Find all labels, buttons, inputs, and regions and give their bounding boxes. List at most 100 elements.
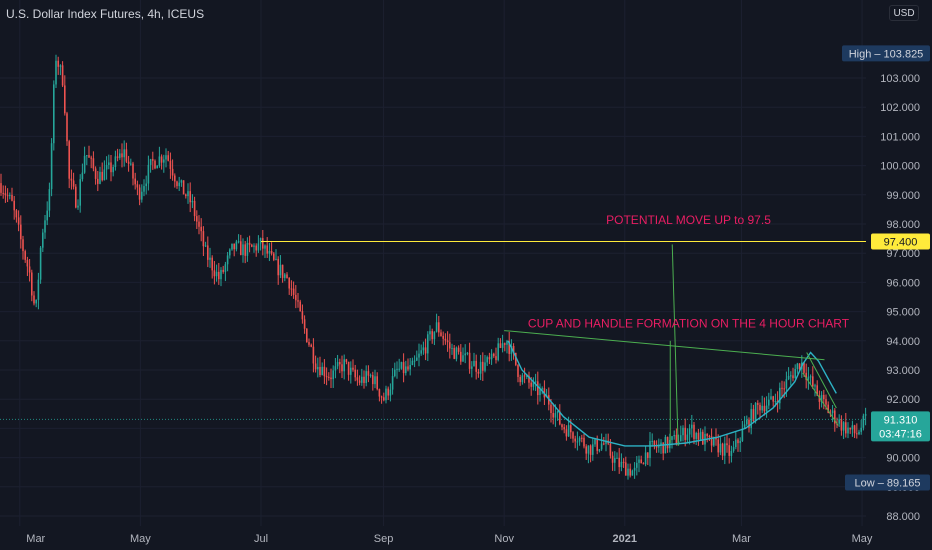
candle-body xyxy=(783,388,785,390)
candle-body xyxy=(405,366,407,374)
candle-body xyxy=(812,376,814,387)
candle-body xyxy=(336,362,339,367)
candle-body xyxy=(215,271,218,277)
candle-body xyxy=(273,253,275,260)
candle-body xyxy=(594,439,596,445)
y-tick-label: 92.000 xyxy=(886,394,920,406)
candle-body xyxy=(46,210,48,221)
candle-body xyxy=(229,249,231,256)
candle-body xyxy=(596,439,598,451)
candle-body xyxy=(31,272,33,296)
candle-body xyxy=(809,376,812,378)
candle-body xyxy=(532,381,535,387)
time-axis[interactable]: Mar May Jul Sep Nov 2021 Mar May xyxy=(26,533,873,545)
candle-body xyxy=(266,245,268,254)
candle-body xyxy=(251,244,253,247)
candle-body xyxy=(686,434,689,440)
candle-body xyxy=(165,155,167,160)
candle-body xyxy=(556,411,559,414)
candle-body xyxy=(341,364,343,372)
candle-body xyxy=(198,221,200,227)
candle-body xyxy=(578,437,581,442)
candle-body xyxy=(570,425,572,433)
candle-body xyxy=(94,168,97,179)
candle-body xyxy=(653,440,656,446)
candle-body xyxy=(37,279,40,300)
candle-body xyxy=(363,376,365,384)
candle-body xyxy=(622,461,625,463)
candle-body xyxy=(147,164,150,184)
candle-body xyxy=(512,346,515,353)
candle-body xyxy=(246,242,249,256)
candle-body xyxy=(284,274,286,278)
candle-body xyxy=(378,389,381,397)
candle-body xyxy=(508,341,510,354)
candle-body xyxy=(724,443,726,456)
candle-body xyxy=(376,376,378,390)
candle-body xyxy=(55,60,57,85)
candle-body xyxy=(482,361,484,371)
low-tag-box xyxy=(845,474,930,491)
currency-button[interactable]: USD xyxy=(889,5,919,21)
candle-body xyxy=(429,331,431,335)
candle-body xyxy=(721,443,724,456)
candle-body xyxy=(552,413,554,418)
candle-body xyxy=(292,288,295,295)
candle-body xyxy=(735,439,737,448)
candle-body xyxy=(204,245,207,247)
candle-body xyxy=(290,288,293,290)
candle-body xyxy=(297,300,299,302)
candle-body xyxy=(820,394,823,402)
candle-body xyxy=(105,164,108,170)
candle-body xyxy=(334,366,337,371)
candle-body xyxy=(303,319,306,329)
candle-body xyxy=(781,387,783,389)
candle-body xyxy=(394,369,396,377)
candle-body xyxy=(603,443,605,445)
candle-body xyxy=(167,155,169,161)
candle-body xyxy=(83,155,86,173)
candle-body xyxy=(149,159,152,165)
candle-body xyxy=(561,424,563,428)
candle-body xyxy=(180,180,183,183)
candle-body xyxy=(515,352,517,365)
candle-body xyxy=(343,359,345,372)
candle-body xyxy=(81,172,84,180)
candle-body xyxy=(119,153,121,158)
candle-body xyxy=(321,366,323,376)
candle-body xyxy=(523,375,526,377)
y-tick-label: 102.000 xyxy=(880,102,920,114)
candle-body xyxy=(345,359,348,362)
candle-body xyxy=(275,258,277,260)
candle-body xyxy=(121,153,123,158)
candle-body xyxy=(24,251,26,260)
candle-body xyxy=(477,371,480,374)
candle-body xyxy=(856,433,858,435)
candle-body xyxy=(160,156,163,163)
candle-body xyxy=(409,364,411,370)
candle-body xyxy=(825,399,827,405)
candle-body xyxy=(541,388,543,390)
candle-body xyxy=(435,322,438,332)
candle-body xyxy=(200,226,202,232)
y-tick-label: 95.000 xyxy=(886,307,920,319)
candle-body xyxy=(748,419,750,428)
x-tick-label: Jul xyxy=(254,533,268,545)
y-tick-label: 93.000 xyxy=(886,365,920,377)
candle-body xyxy=(268,250,271,254)
candle-body xyxy=(301,311,304,320)
candle-body xyxy=(697,432,700,440)
candle-body xyxy=(350,367,352,375)
annotation-cup-handle: CUP AND HANDLE FORMATION ON THE 4 HOUR C… xyxy=(528,317,850,331)
candle-body xyxy=(554,413,557,418)
candle-body xyxy=(796,363,799,370)
candle-body xyxy=(466,352,469,354)
candle-body xyxy=(244,244,246,256)
candle-body xyxy=(647,452,649,458)
candle-body xyxy=(484,362,486,371)
y-tick-label: 98.000 xyxy=(886,219,920,231)
candle-body xyxy=(231,243,233,250)
candle-body xyxy=(72,180,75,187)
candle-body xyxy=(616,457,618,459)
